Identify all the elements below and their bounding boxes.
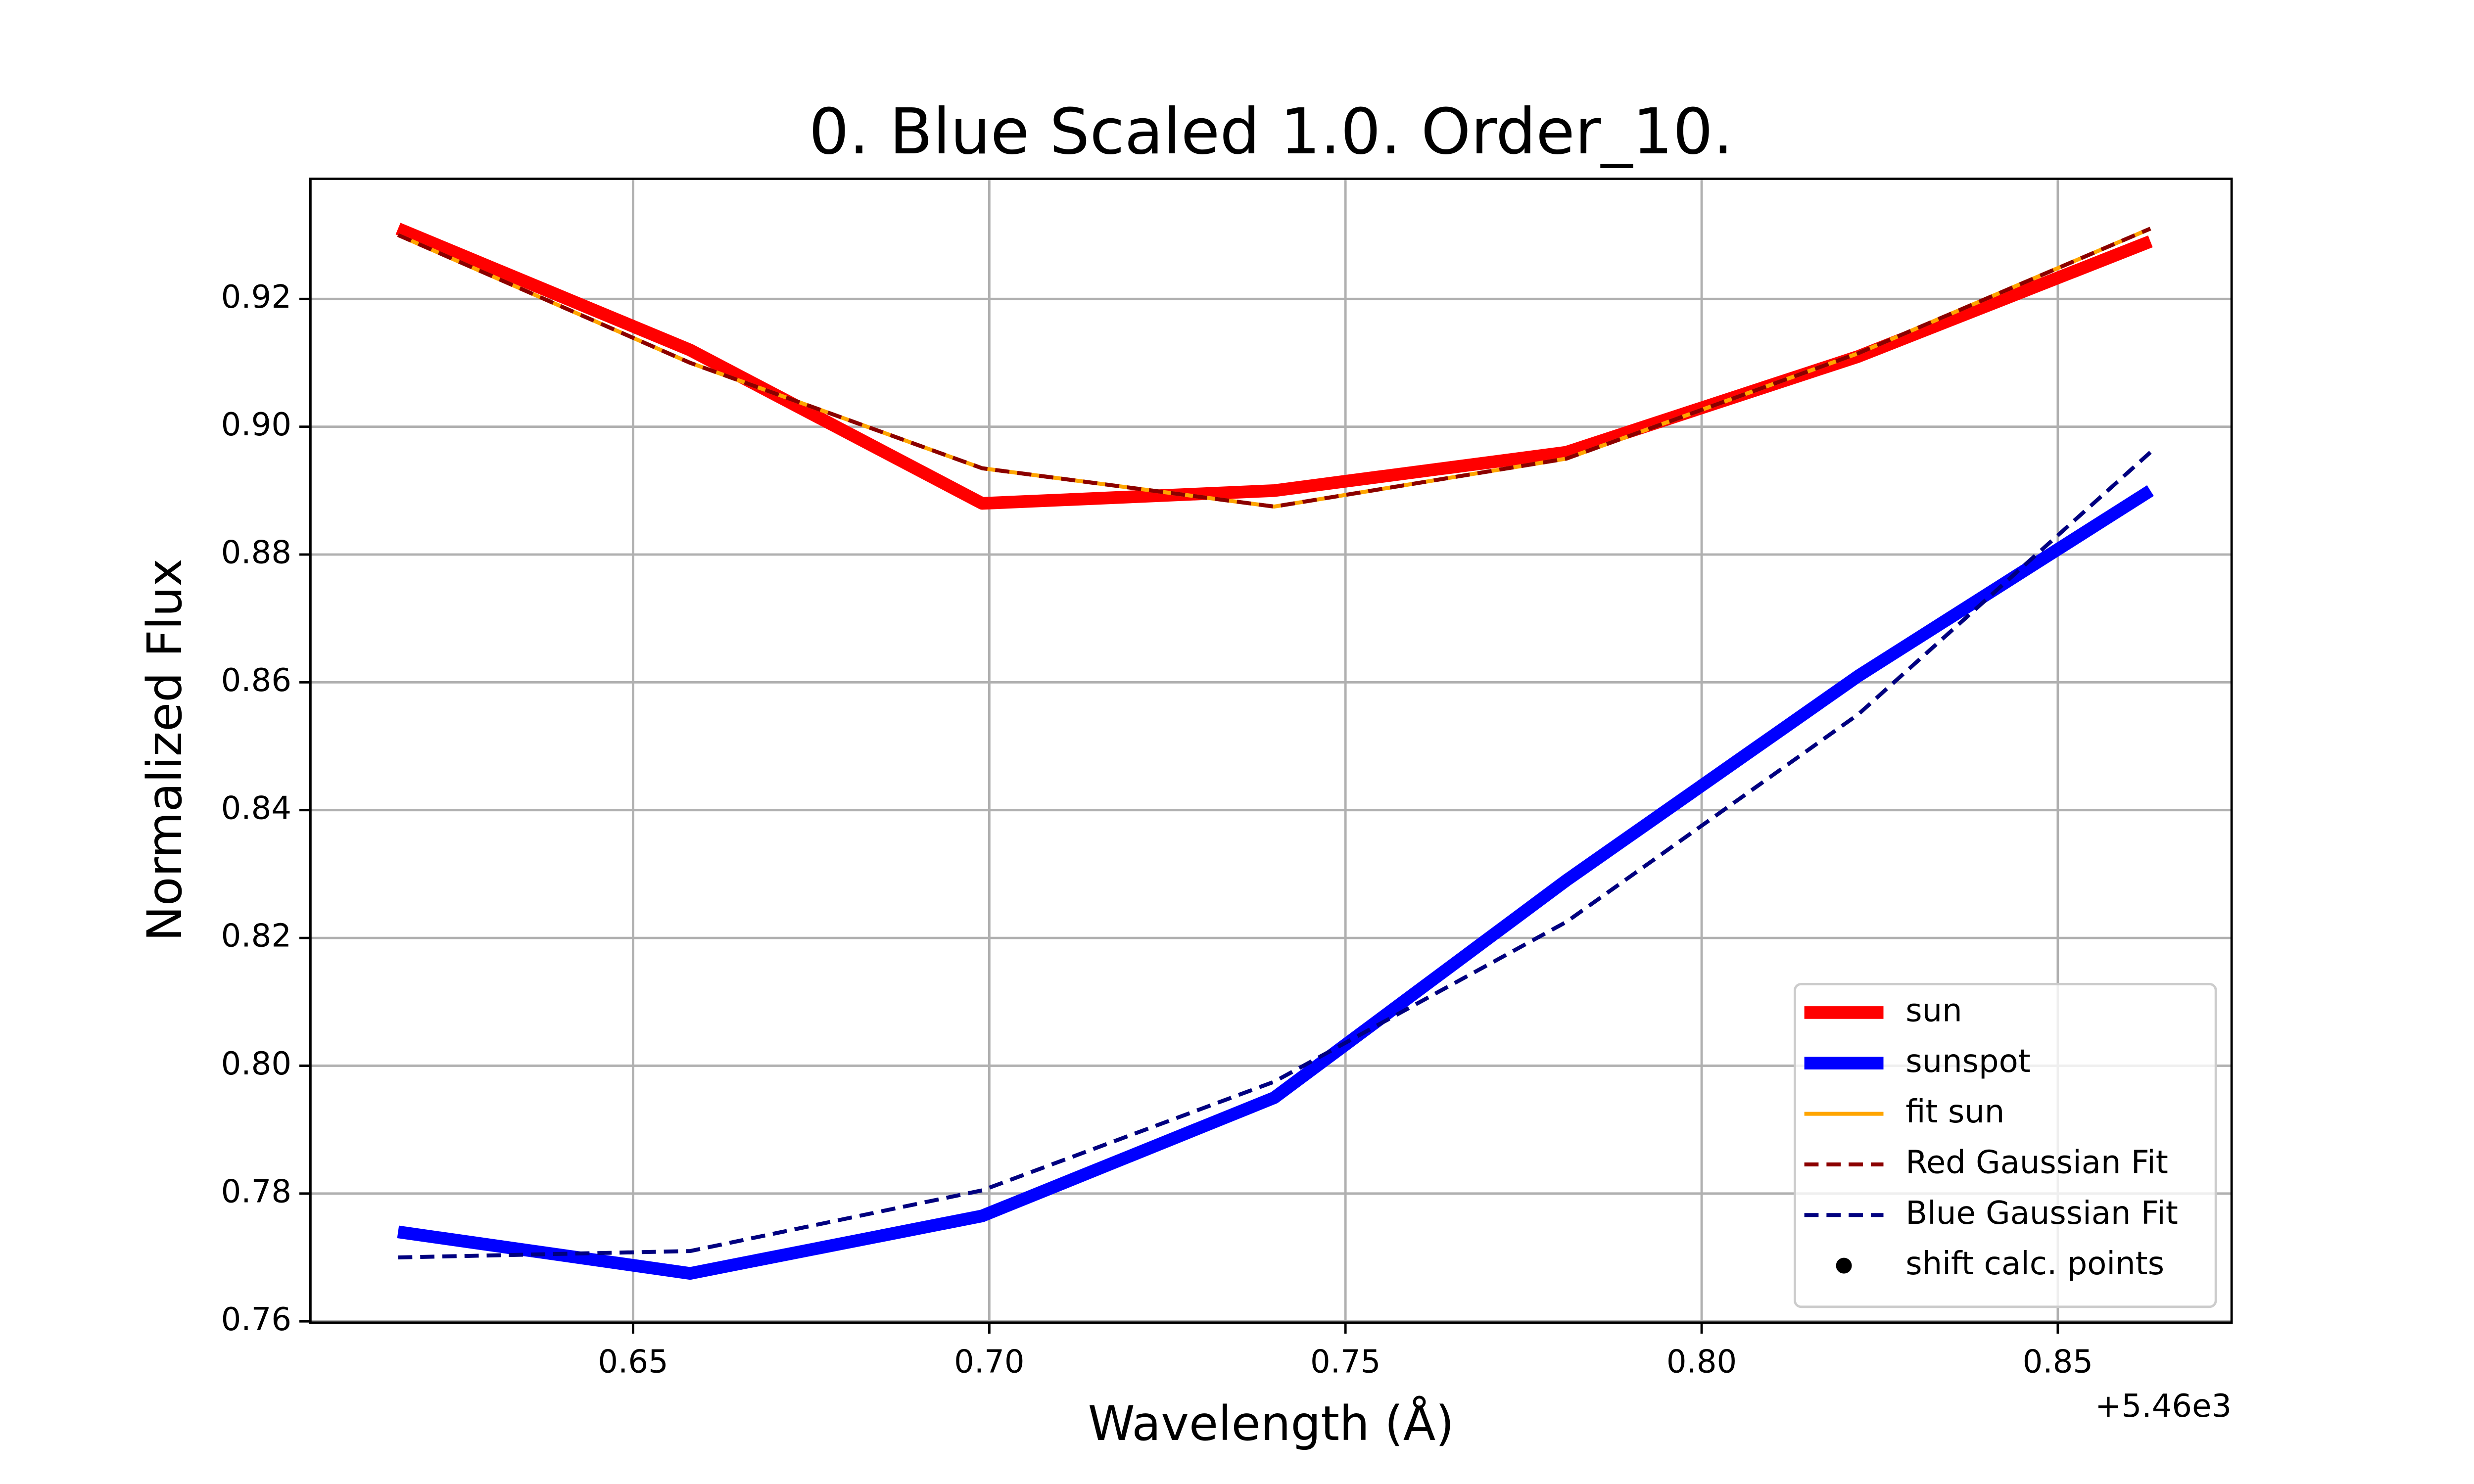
y-tick-label: 0.88 [221,535,291,571]
legend-box [1793,982,2217,1308]
x-tick-label: 0.85 [2023,1344,2093,1381]
y-tick-label: 0.90 [221,407,291,443]
y-tick-label: 0.92 [221,279,291,316]
legend-label: Red Gaussian Fit [1905,1145,2168,1181]
y-tick-label: 0.82 [221,918,291,955]
x-offset-label: +5.46e3 [2095,1388,2232,1425]
y-tick-label: 0.78 [221,1173,291,1210]
legend-label: shift calc. points [1905,1246,2164,1282]
x-tick-label: 0.65 [598,1344,668,1381]
y-axis-label: Normalized Flux [137,558,192,941]
legend-label: sun [1905,992,1962,1029]
x-axis-label: Wavelength (Å) [1088,1395,1454,1451]
series-line [395,223,2153,510]
series-line [397,485,2154,1280]
y-tick-label: 0.84 [221,790,291,827]
legend-label: sunspot [1905,1043,2031,1080]
x-tick-label: 0.80 [1666,1344,1737,1381]
plot-frame [309,178,2233,1324]
y-tick-label: 0.86 [221,662,291,699]
x-tick-label: 0.70 [954,1344,1024,1381]
chart-title: 0. Blue Scaled 1.0. Order_10. [809,95,1733,169]
y-tick-label: 0.76 [221,1301,291,1338]
legend-marker [1836,1257,1852,1274]
x-tick-label: 0.75 [1310,1344,1380,1381]
series-line [397,227,2151,509]
series-line [398,451,2152,1260]
y-tick-label: 0.80 [221,1046,291,1082]
legend-label: fit sun [1905,1094,2004,1130]
legend-label: Blue Gaussian Fit [1905,1195,2178,1232]
